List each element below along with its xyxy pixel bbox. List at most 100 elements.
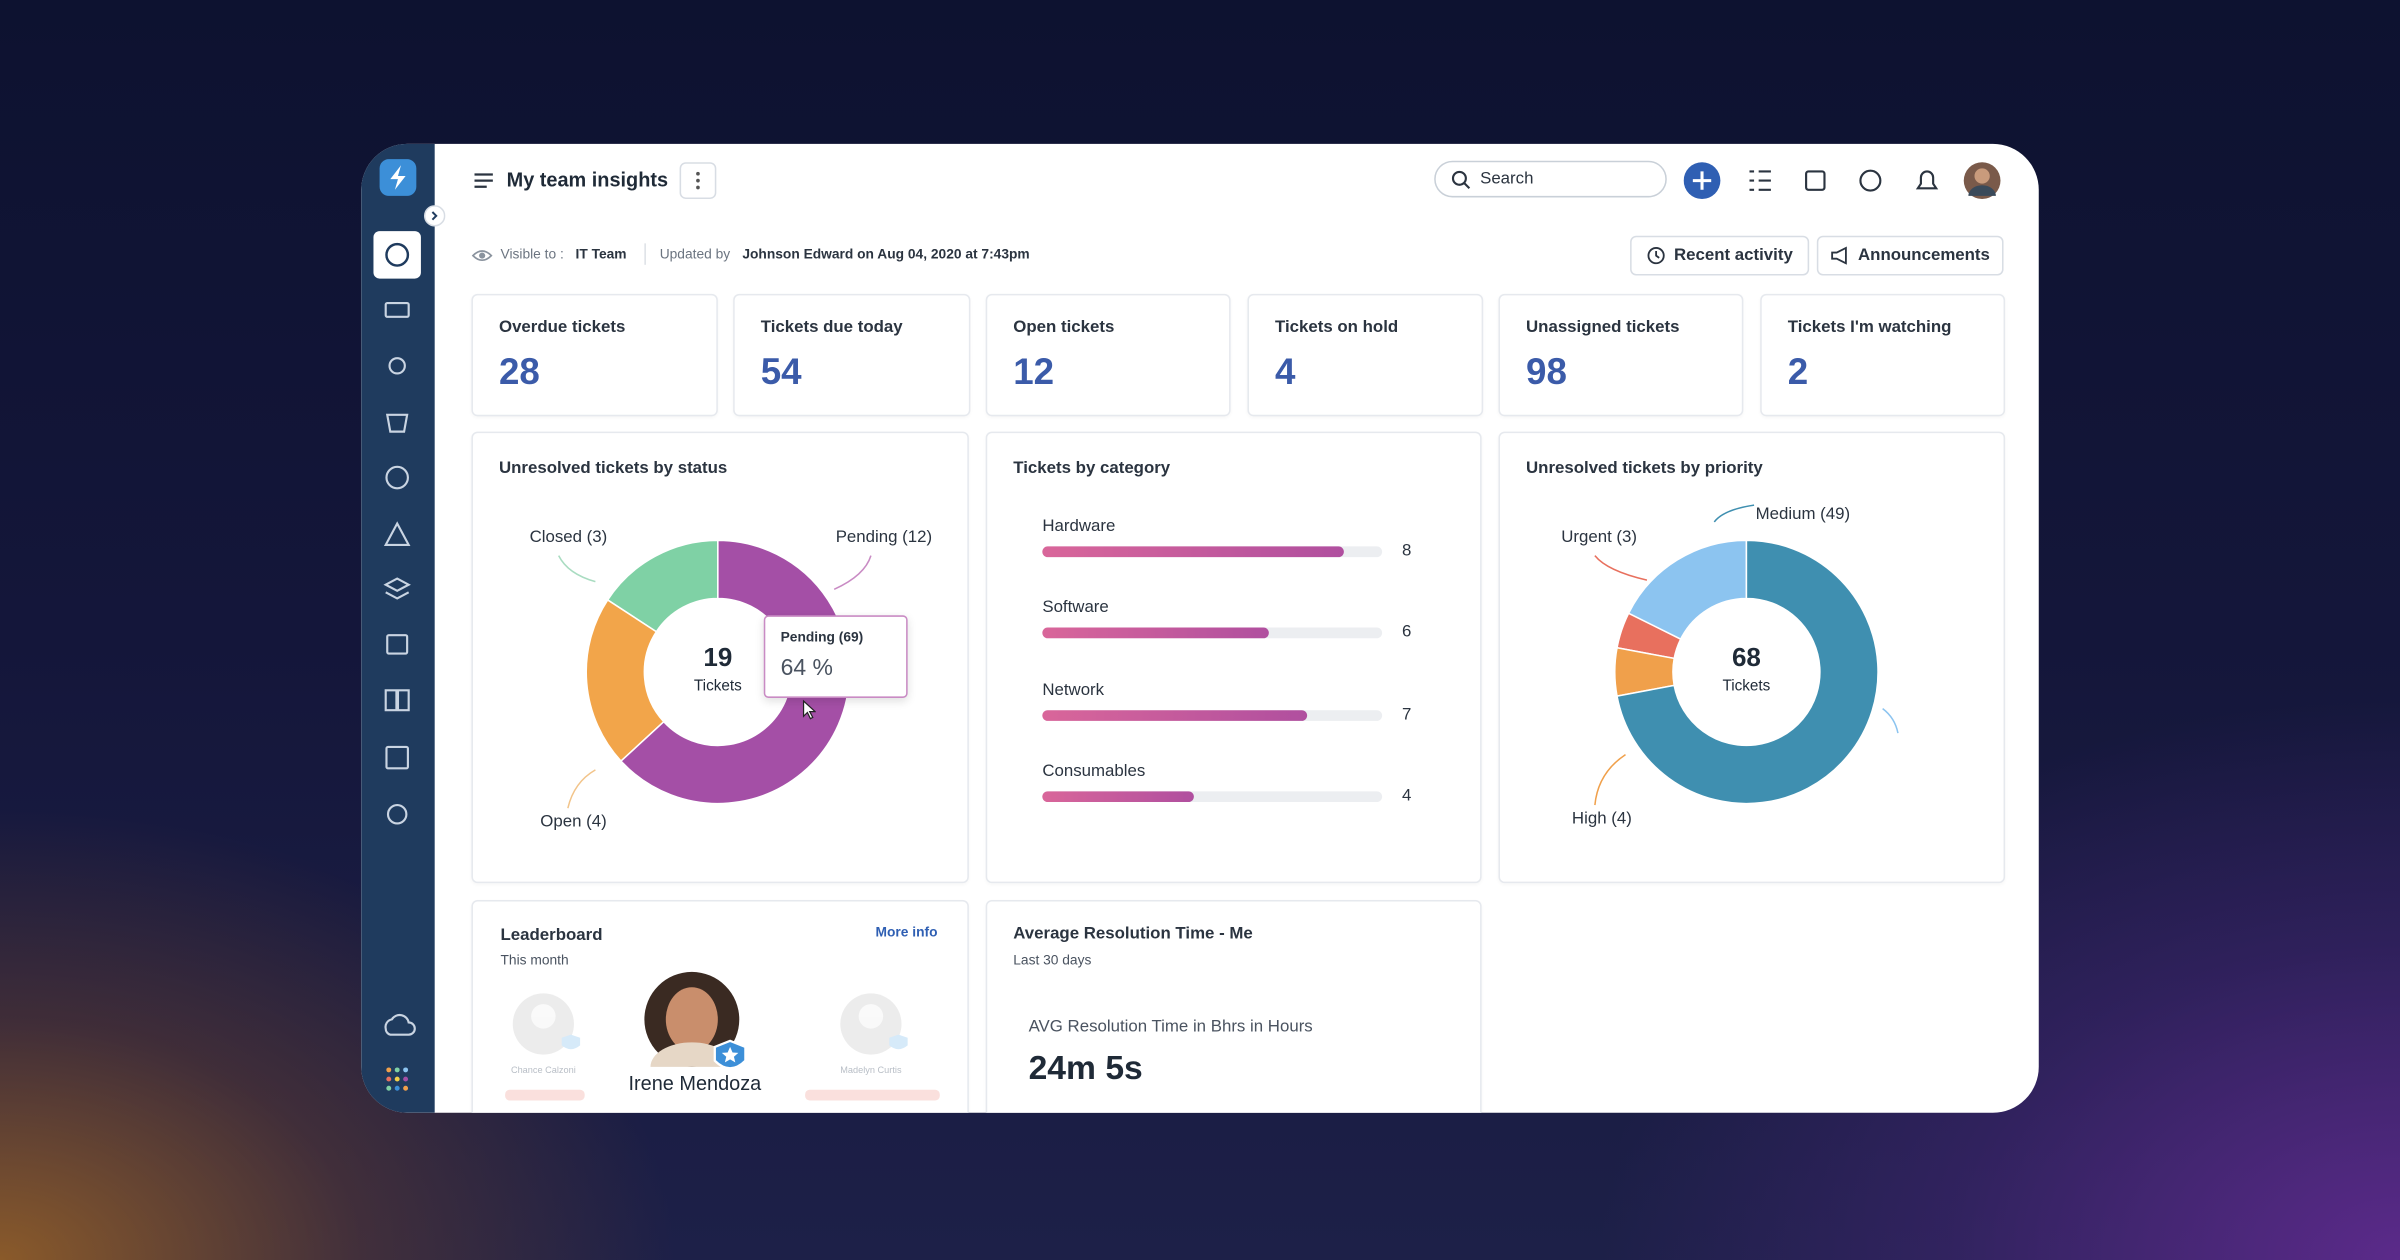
stat-value: 28 — [498, 352, 540, 394]
stat-value: 2 — [1787, 352, 1809, 394]
button-label: Recent activity — [1673, 246, 1793, 265]
avatar[interactable] — [1963, 162, 2001, 199]
card-subtitle: Last 30 days — [1013, 952, 1092, 968]
recent-activity-button[interactable]: Recent activity — [1630, 235, 1810, 276]
bar — [1042, 628, 1269, 639]
cursor — [802, 699, 816, 720]
stat-value: 12 — [1013, 352, 1055, 394]
nav-icon[interactable] — [385, 745, 409, 770]
faded-badge — [805, 1089, 940, 1101]
stat-label: Tickets I'm watching — [1787, 318, 1952, 337]
metric-value: 24m 5s — [1028, 1048, 1143, 1087]
nav-icon[interactable] — [386, 804, 408, 825]
avatars — [505, 971, 940, 1101]
toolbar-icons — [1683, 162, 2001, 199]
leader-line — [1713, 504, 1755, 523]
stat-card: Open tickets 12 — [985, 293, 1231, 417]
leader-line — [833, 555, 872, 590]
bar-track — [1042, 791, 1383, 803]
visibility-icon — [471, 250, 493, 262]
page-title: My team insights — [506, 168, 669, 192]
bar — [1042, 791, 1194, 803]
card-title: Unresolved tickets by status — [498, 459, 728, 478]
nav-icon[interactable] — [385, 413, 409, 433]
leader-line — [557, 555, 596, 583]
donut-segment — [1616, 539, 1879, 805]
leader-name: Irene Mendoza — [628, 1071, 762, 1095]
value-label: 8 — [1402, 541, 1412, 561]
tooltip: Pending (69) 64 % — [763, 615, 908, 698]
category-label: Consumables — [1042, 762, 1146, 781]
runner-up-name: Chance Calzoni — [510, 1066, 576, 1077]
nav-icon[interactable] — [384, 301, 410, 318]
calendar-icon[interactable] — [1805, 170, 1826, 191]
nav-icon[interactable] — [383, 521, 411, 546]
updated-detail: Johnson Edward on Aug 04, 2020 at 7:43pm — [742, 246, 1030, 262]
more-info-link[interactable]: More info — [875, 924, 938, 940]
apps-grid[interactable] — [386, 1067, 409, 1091]
stat-label: Overdue tickets — [498, 318, 626, 337]
nav-icon[interactable] — [388, 357, 406, 375]
stat-label: Unassigned tickets — [1526, 318, 1680, 337]
tooltip-value: 64 % — [780, 655, 833, 682]
announcements-button[interactable]: Announcements — [1816, 235, 2004, 276]
card-title: Tickets by category — [1013, 459, 1171, 478]
stat-card: Unassigned tickets 98 — [1498, 293, 1744, 417]
leader-line — [1594, 753, 1626, 806]
visible-label: Visible to : — [500, 246, 564, 262]
search-box[interactable]: Search — [1434, 160, 1667, 198]
nav-icon — [385, 242, 410, 267]
nav-icon[interactable] — [384, 1013, 416, 1036]
leader-line — [567, 769, 596, 809]
center-value: 68 — [1732, 642, 1761, 672]
stat-label: Tickets on hold — [1274, 318, 1399, 337]
card-title: Leaderboard — [500, 926, 603, 945]
visible-team: IT Team — [575, 246, 627, 262]
category-label: Software — [1042, 599, 1109, 618]
bar — [1042, 546, 1345, 558]
stat-card: Tickets I'm watching 2 — [1760, 293, 2006, 417]
value-label: 4 — [1402, 787, 1412, 806]
stat-card: Tickets due today 54 — [733, 293, 971, 417]
tasks-icon[interactable] — [1749, 170, 1771, 191]
add-button[interactable] — [1683, 162, 1721, 199]
donut-chart: 19 Tickets — [557, 539, 872, 809]
donut-segment — [585, 598, 665, 763]
donut-chart: 68 Tickets — [1594, 504, 1899, 806]
sidebar — [361, 143, 435, 1113]
segment-label: Closed (3) — [529, 528, 608, 547]
nav-icon[interactable] — [385, 465, 409, 490]
help-icon[interactable] — [1859, 169, 1882, 192]
app-window: My team insights Search Visible to : IT … — [361, 143, 2039, 1113]
collapse-toggle[interactable] — [423, 205, 446, 227]
nav-active[interactable] — [373, 231, 421, 279]
badge-star — [721, 1046, 739, 1063]
card-subtitle: This month — [500, 952, 569, 968]
card-title: Unresolved tickets by priority — [1526, 459, 1763, 478]
faded-badge — [505, 1089, 585, 1101]
category-card: Tickets by category Hardware 8 Software 6 Ne… — [985, 431, 1482, 884]
stat-value: 98 — [1526, 352, 1567, 394]
center-value: 19 — [703, 642, 732, 672]
priority-card: Unresolved tickets by priority 68 Ticket… — [1498, 431, 2006, 884]
logo-bolt — [390, 165, 406, 190]
nav-icon[interactable] — [386, 634, 409, 655]
stat-card: Overdue tickets 28 — [471, 293, 718, 417]
stat-label: Tickets due today — [760, 318, 903, 337]
leader-line — [1594, 555, 1648, 581]
nav-icon[interactable] — [383, 577, 411, 600]
value-label: 6 — [1402, 623, 1412, 642]
menu-icon[interactable] — [473, 171, 494, 189]
segment-label: Open (4) — [540, 812, 607, 832]
category-label: Hardware — [1042, 517, 1116, 536]
avatar — [512, 993, 581, 1055]
center-label: Tickets — [1722, 677, 1770, 694]
leader-avatar — [644, 971, 740, 1067]
bar — [1042, 709, 1307, 721]
more-button[interactable] — [679, 162, 717, 199]
notification-icon[interactable] — [1915, 170, 1939, 190]
nav-icon[interactable] — [384, 689, 410, 712]
